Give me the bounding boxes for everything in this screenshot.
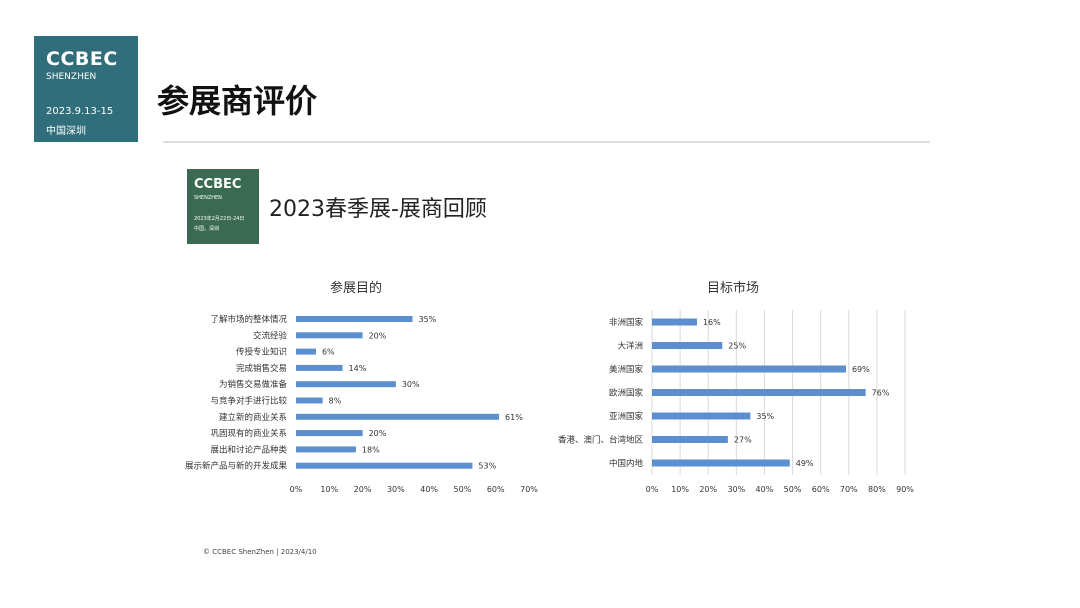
purpose-x-tick: 30% — [387, 485, 405, 494]
slide-logo-name: CCBEC — [194, 177, 242, 192]
ccbec-logo: CCBEC SHENZHEN 2023.9.13-15 中国深圳 — [34, 36, 138, 142]
market-data-label: 27% — [734, 436, 752, 445]
slide-logo-date: 2023年2月22日-24日 — [194, 216, 245, 222]
purpose-bar — [296, 430, 363, 437]
market-bar — [652, 342, 723, 349]
purpose-data-label: 61% — [505, 413, 523, 422]
market-x-tick: 50% — [784, 485, 802, 494]
purpose-category-label: 展出和讨论产品种类 — [210, 444, 287, 455]
market-x-tick: 20% — [699, 485, 717, 494]
purpose-x-tick: 40% — [420, 485, 438, 494]
purpose-x-tick: 60% — [487, 485, 505, 494]
purpose-bar — [296, 348, 316, 355]
market-x-tick: 0% — [646, 485, 659, 494]
purpose-bar — [296, 413, 500, 420]
market-x-tick: 80% — [868, 485, 886, 494]
market-category-label: 美洲国家 — [609, 364, 644, 375]
market-category-label: 亚洲国家 — [609, 411, 644, 422]
slide-logo: CCBEC SHENZHEN 2023年2月22日-24日 中国，深圳 — [187, 169, 259, 244]
purpose-category-label: 为销售交易做准备 — [219, 379, 288, 390]
purpose-data-label: 8% — [329, 397, 342, 406]
market-bar — [652, 365, 846, 373]
market-data-label: 16% — [703, 318, 721, 327]
purpose-data-label: 20% — [369, 331, 387, 340]
purpose-category-label: 交流经验 — [253, 330, 288, 341]
purpose-data-label: 35% — [419, 315, 437, 324]
market-bar — [652, 318, 697, 326]
market-data-label: 25% — [728, 342, 746, 351]
purpose-data-label: 18% — [362, 445, 380, 454]
market-bar — [652, 389, 866, 396]
purpose-data-label: 20% — [369, 429, 387, 438]
purpose-data-label: 30% — [402, 380, 420, 389]
embedded-slide: CCBEC SHENZHEN 2023年2月22日-24日 中国，深圳 2023… — [163, 141, 930, 570]
purpose-data-label: 53% — [478, 462, 496, 471]
market-x-tick: 90% — [896, 485, 914, 494]
market-data-label: 69% — [852, 365, 870, 374]
page-title: 参展商评价 — [157, 82, 318, 120]
market-category-label: 非洲国家 — [609, 317, 644, 328]
purpose-x-tick: 10% — [320, 485, 338, 494]
purpose-bar — [296, 364, 343, 371]
purpose-x-tick: 20% — [354, 485, 372, 494]
purpose-category-label: 与竞争对手进行比较 — [210, 396, 287, 407]
purpose-category-label: 完成销售交易 — [236, 363, 287, 374]
market-bar — [652, 436, 728, 443]
market-x-tick: 70% — [840, 485, 858, 494]
purpose-category-label: 建立新的商业关系 — [219, 412, 287, 423]
market-bar — [652, 459, 790, 467]
purpose-bar — [296, 462, 473, 469]
logo-city: 中国深圳 — [46, 126, 86, 137]
market-chart-title: 目标市场 — [707, 280, 759, 296]
slide-title: 2023春季展-展商回顾 — [269, 197, 487, 222]
market-x-tick: 30% — [727, 485, 745, 494]
slide-logo-sub: SHENZHEN — [194, 195, 222, 201]
market-category-label: 大洋洲 — [617, 341, 643, 352]
market-category-label: 香港、澳门、台湾地区 — [558, 435, 644, 446]
slide-footer: © CCBEC ShenZhen | 2023/4/10 — [203, 548, 317, 556]
market-data-label: 35% — [756, 412, 774, 421]
market-bar — [652, 412, 751, 420]
purpose-bar — [296, 397, 323, 404]
market-x-tick: 10% — [671, 485, 689, 494]
purpose-category-label: 展示新产品与新的开发成果 — [185, 461, 288, 472]
purpose-category-label: 传授专业知识 — [236, 347, 287, 358]
logo-date: 2023.9.13-15 — [46, 106, 114, 117]
purpose-category-label: 了解市场的整体情况 — [210, 314, 287, 325]
slide-logo-city: 中国，深圳 — [194, 226, 220, 232]
purpose-bar — [296, 381, 396, 388]
market-category-label: 欧洲国家 — [609, 388, 644, 399]
purpose-bar — [296, 446, 356, 453]
purpose-bar — [296, 316, 413, 322]
purpose-bar — [296, 332, 363, 339]
purpose-x-tick: 0% — [290, 485, 303, 494]
market-data-label: 76% — [872, 389, 890, 398]
market-x-tick: 60% — [812, 485, 830, 494]
logo-sub: SHENZHEN — [46, 72, 97, 82]
market-x-tick: 40% — [756, 485, 774, 494]
purpose-data-label: 6% — [322, 348, 335, 357]
purpose-category-label: 巩固现有的商业关系 — [210, 428, 287, 439]
market-data-label: 49% — [796, 459, 814, 468]
purpose-chart-title: 参展目的 — [330, 280, 382, 296]
market-category-label: 中国内地 — [609, 458, 644, 469]
purpose-data-label: 14% — [349, 364, 367, 373]
purpose-x-tick: 50% — [454, 485, 472, 494]
purpose-x-tick: 70% — [520, 485, 538, 494]
logo-name: CCBEC — [46, 48, 118, 70]
